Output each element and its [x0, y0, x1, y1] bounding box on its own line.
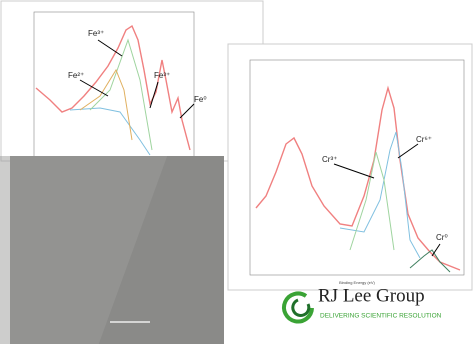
right-envelope	[255, 85, 461, 271]
logo-mark	[291, 298, 311, 317]
peak-label: Cr³⁺	[322, 155, 337, 164]
logo-mark	[282, 291, 314, 324]
arrow	[97, 39, 123, 57]
peak-label: Cr⁶⁺	[416, 135, 432, 144]
right-component	[409, 249, 451, 273]
peak-label: Fe³⁺	[154, 71, 170, 80]
logo-name: RJ Lee Group	[318, 285, 425, 306]
peak-label: Fe²⁺	[68, 71, 84, 80]
logo-tagline: DELIVERING SCIENTIFIC RESOLUTION	[320, 313, 442, 320]
left-component	[89, 38, 153, 151]
peak-label: Fe⁰	[194, 95, 207, 104]
right-component	[349, 151, 395, 251]
left-component	[79, 68, 133, 141]
left-envelope	[35, 24, 191, 151]
arrow	[149, 81, 159, 109]
arrow	[179, 103, 195, 119]
right-panel	[227, 43, 473, 291]
peak-label: Fe³⁺	[88, 29, 104, 38]
peak-label: Cr⁰	[436, 233, 448, 242]
right-component	[339, 131, 421, 259]
right-plot-frame	[249, 59, 465, 276]
arrow	[79, 79, 109, 97]
left-component	[69, 107, 151, 156]
logo: RJ Lee Group DELIVERING SCIENTIFIC RESOL…	[282, 285, 442, 324]
arrow	[333, 163, 375, 179]
arrow	[397, 143, 419, 159]
arrow	[431, 243, 441, 257]
sem-texture	[0, 156, 168, 344]
x-axis-label: Binding Energy (eV)	[339, 280, 375, 285]
